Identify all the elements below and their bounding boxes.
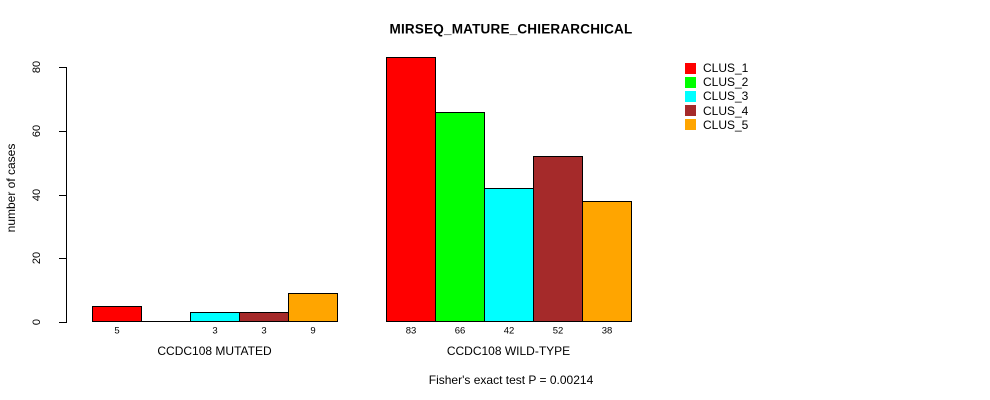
y-tick-mark [59,322,66,323]
bar-clus_4-wild-type [533,156,583,322]
bar-clus_1-mutated [92,306,142,322]
bar-clus_2-wild-type [435,112,485,322]
legend-swatch-icon [685,76,696,88]
legend-item-clus_1: CLUS_1 [685,61,748,75]
y-axis-label: number of cases [4,143,18,233]
legend-label: CLUS_3 [703,89,749,104]
y-tick-mark [59,131,66,132]
legend-item-clus_5: CLUS_5 [685,118,748,132]
bar-clus_3-mutated [190,312,240,322]
bar-clus_4-mutated [239,312,289,322]
legend-label: CLUS_1 [703,61,749,76]
y-axis-line [66,67,67,323]
legend-swatch-icon [685,90,696,102]
chart-title: MIRSEQ_MATURE_CHIERARCHICAL [389,21,633,37]
legend-swatch-icon [685,119,696,131]
bar-value-label: 3 [261,325,267,336]
bar-value-label: 66 [454,325,466,336]
legend-item-clus_2: CLUS_2 [685,75,748,89]
bar-clus_5-wild-type [582,201,632,322]
bar-clus_5-mutated [288,293,338,322]
legend-swatch-icon [685,105,696,117]
fisher-test-annotation: Fisher's exact test P = 0.00214 [428,373,594,387]
y-tick-mark [59,195,66,196]
bar-value-label: 42 [503,325,515,336]
bar-clus_3-wild-type [484,188,534,322]
legend-label: CLUS_5 [703,117,749,132]
legend: CLUS_1 CLUS_2 CLUS_3 CLUS_4 CLUS_5 [685,61,748,132]
y-tick-label: 60 [31,124,43,137]
group-label-mutated: CCDC108 MUTATED [157,344,272,358]
y-tick-mark [59,258,66,259]
y-tick-label: 0 [31,318,43,326]
bar-value-label: 5 [114,325,120,336]
bar-value-label: 38 [601,325,613,336]
y-tick-label: 80 [31,60,43,74]
group-label-wild-type: CCDC108 WILD-TYPE [446,344,571,358]
y-tick-label: 40 [31,188,43,201]
legend-swatch-icon [685,62,696,74]
bar-value-label: 83 [405,325,417,336]
bar-clus_1-wild-type [386,57,436,322]
bar-value-label: 52 [552,325,564,336]
y-tick-mark [59,67,66,68]
bar-clus_2-mutated-zero [141,321,191,322]
legend-label: CLUS_4 [703,103,749,118]
bar-value-label: 3 [212,325,218,336]
legend-item-clus_3: CLUS_3 [685,89,748,103]
legend-label: CLUS_2 [703,75,749,90]
y-tick-label: 20 [31,252,43,265]
bar-value-label: 9 [310,325,316,336]
legend-item-clus_4: CLUS_4 [685,104,748,118]
